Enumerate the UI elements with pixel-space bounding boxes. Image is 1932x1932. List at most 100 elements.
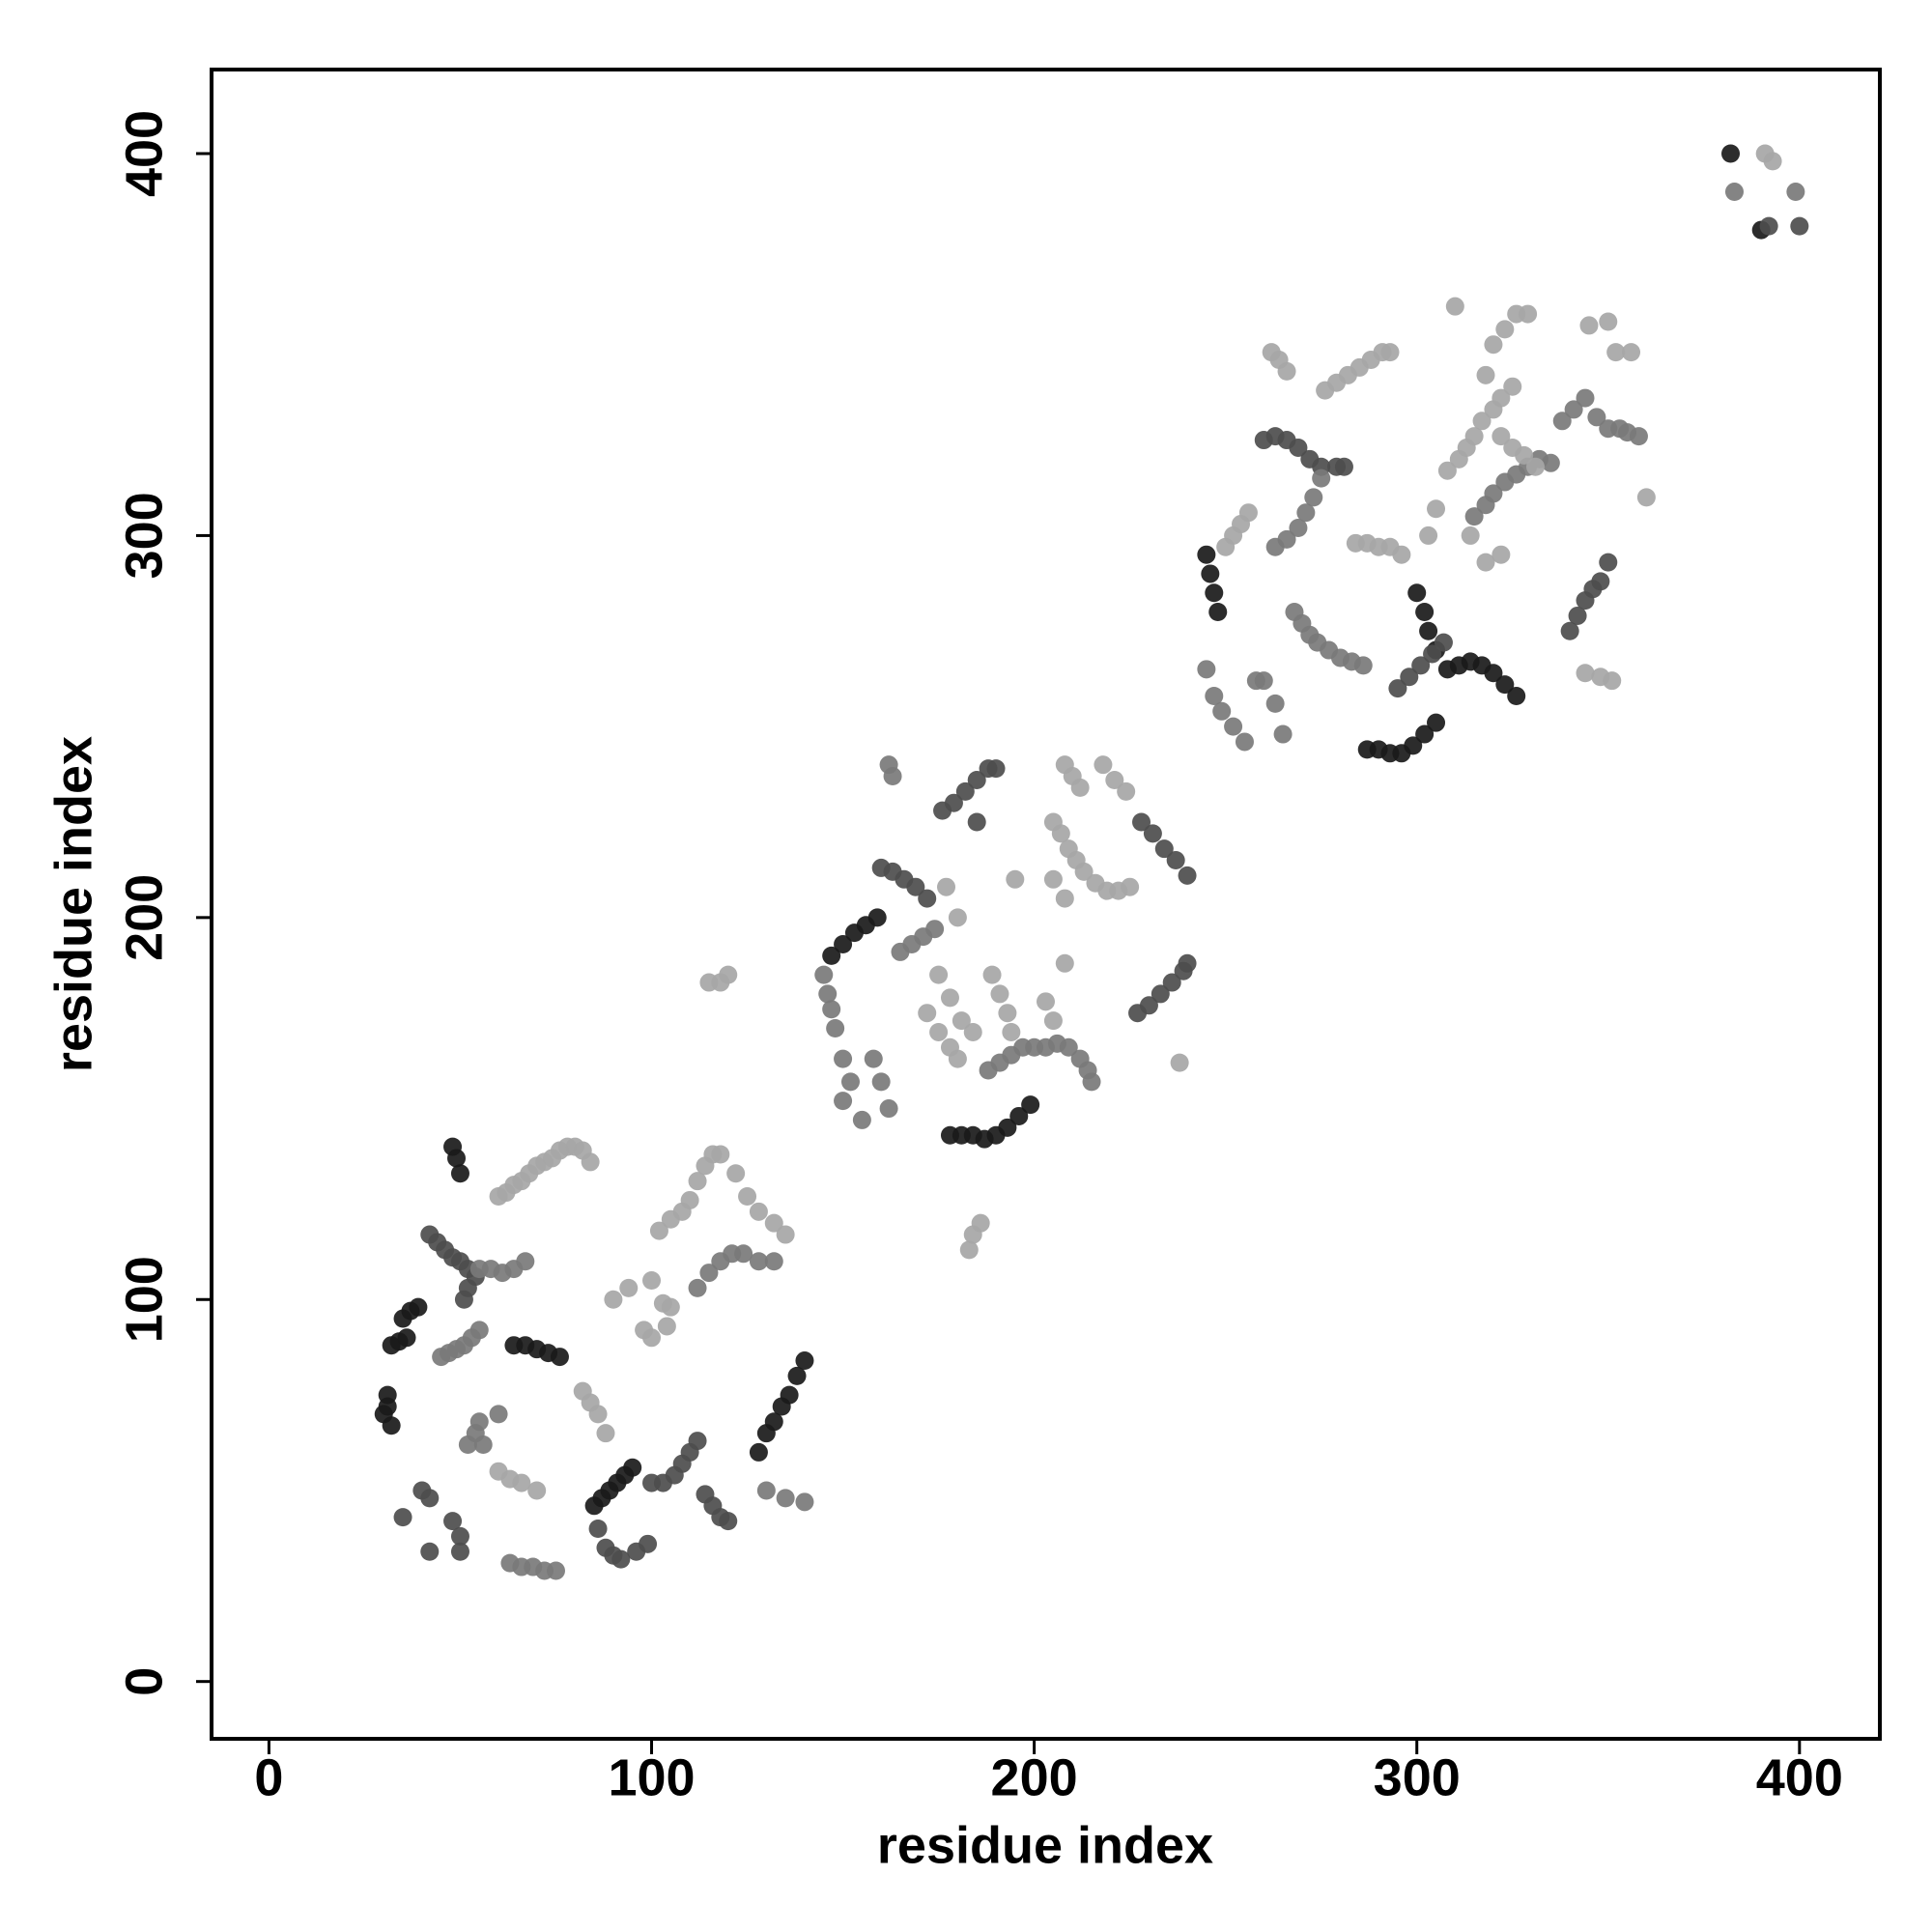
point [382, 1416, 401, 1435]
point [688, 1172, 707, 1191]
point [619, 1278, 639, 1297]
point [1238, 503, 1258, 523]
point [688, 1278, 707, 1297]
point [1121, 877, 1140, 896]
point [1277, 361, 1296, 381]
point [450, 1542, 469, 1561]
x-tick-label: 0 [254, 1748, 283, 1806]
point [734, 1244, 753, 1264]
x-tick-label: 400 [1756, 1748, 1843, 1806]
point [1132, 812, 1151, 832]
point [1591, 572, 1610, 591]
point [883, 767, 902, 786]
point [688, 1432, 707, 1451]
point [967, 812, 986, 832]
point [1759, 216, 1778, 236]
point [1411, 656, 1431, 675]
point [818, 984, 838, 1004]
x-tick-label: 300 [1374, 1748, 1461, 1806]
point [1492, 388, 1511, 408]
point [1380, 343, 1400, 362]
point [1599, 312, 1618, 331]
point [1427, 499, 1446, 519]
point [1197, 660, 1216, 679]
point [1009, 1106, 1029, 1125]
point [1201, 564, 1220, 583]
point [1484, 484, 1503, 503]
point [1576, 388, 1595, 408]
point [699, 1264, 719, 1283]
point [1059, 1037, 1078, 1057]
point [680, 1190, 699, 1209]
point [1415, 603, 1435, 622]
point [1419, 526, 1438, 545]
point [581, 1152, 600, 1172]
point [489, 1405, 508, 1424]
point [1492, 427, 1511, 446]
point [1552, 412, 1572, 431]
point [443, 1512, 463, 1531]
point [959, 1240, 979, 1260]
point [1178, 866, 1197, 885]
point [822, 946, 841, 965]
point [764, 1252, 783, 1271]
point [1515, 445, 1534, 465]
point [1006, 869, 1025, 889]
point [955, 781, 975, 801]
point [1151, 984, 1170, 1004]
point [937, 877, 956, 896]
point [1400, 668, 1419, 687]
point [1178, 953, 1197, 973]
point [749, 1252, 768, 1271]
point [1404, 736, 1423, 755]
point [1464, 507, 1484, 526]
point [795, 1492, 814, 1512]
point [661, 1297, 680, 1317]
point [1606, 343, 1626, 362]
point [623, 1458, 642, 1477]
point [1724, 183, 1744, 202]
point [814, 965, 834, 984]
point [1170, 1053, 1189, 1072]
point [1599, 553, 1618, 572]
point [1037, 992, 1055, 1011]
point [420, 1542, 440, 1561]
point [1334, 457, 1353, 476]
point [1541, 453, 1560, 472]
point [764, 1412, 783, 1432]
point [925, 920, 945, 939]
point [1002, 1022, 1021, 1041]
point [1564, 400, 1583, 419]
point [1476, 553, 1495, 572]
point [1094, 755, 1113, 775]
point [1074, 862, 1094, 881]
point [1273, 724, 1293, 744]
point [1197, 545, 1216, 564]
point [1636, 488, 1656, 507]
point [780, 1385, 799, 1405]
point [1721, 144, 1741, 163]
point [1472, 412, 1492, 431]
point [1212, 701, 1232, 721]
point [929, 965, 949, 984]
point [642, 1270, 662, 1290]
point [588, 1405, 608, 1424]
point [473, 1435, 493, 1455]
point [1224, 717, 1243, 736]
point [971, 1213, 990, 1233]
point [940, 988, 959, 1008]
point [1622, 343, 1641, 362]
y-tick-label: 300 [115, 492, 173, 579]
point [929, 1022, 949, 1041]
point [1568, 606, 1587, 625]
point [906, 877, 925, 896]
point [852, 1110, 871, 1129]
point [1154, 839, 1174, 859]
point [469, 1321, 489, 1340]
point [998, 1004, 1017, 1023]
point [1055, 889, 1074, 908]
point [879, 1099, 898, 1119]
point [1492, 545, 1511, 564]
